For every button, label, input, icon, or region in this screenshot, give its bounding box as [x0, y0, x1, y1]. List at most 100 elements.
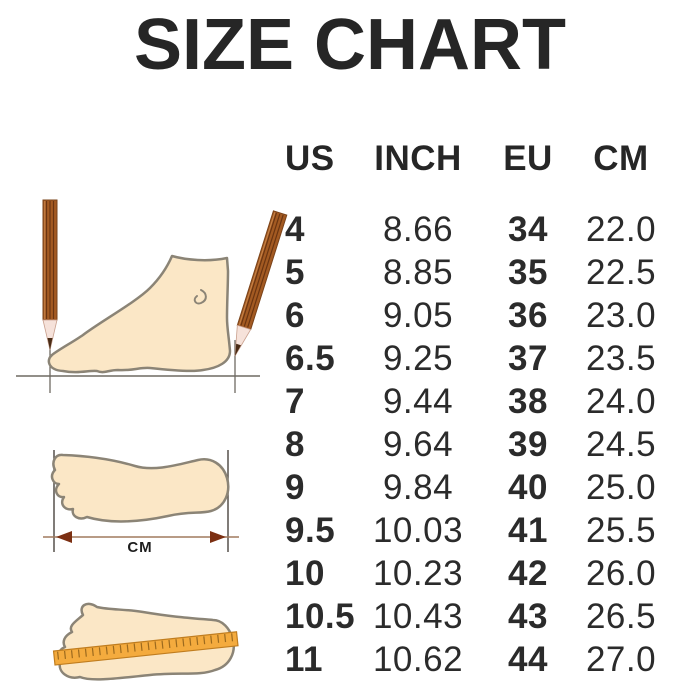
pencil-highlight: [238, 212, 276, 326]
ruler-tick: [112, 645, 115, 654]
ankle-mark: [193, 289, 207, 305]
pencil-left-icon: [42, 199, 58, 351]
ruler-tick: [105, 646, 108, 655]
eu-size-cell: 44: [508, 639, 548, 679]
ruler-tick: [196, 636, 199, 646]
inch-size-cell: 10.43: [372, 596, 464, 636]
inch-size-cell: 8.66: [382, 209, 454, 249]
ruler-tick: [154, 641, 157, 650]
foot-side-icon: [47, 254, 232, 374]
cm-arrow-icon: [43, 531, 239, 543]
cm-size-cell: 23.5: [585, 338, 657, 378]
ruler-tick: [217, 634, 220, 643]
footprint-ruler-illustration: [52, 602, 239, 681]
ruler-tick: [77, 649, 80, 658]
table-row: 8 9.64 39 24.5: [283, 423, 671, 466]
inch-size-cell: 10.62: [372, 639, 464, 679]
table-row: 7 9.44 38 24.0: [283, 380, 671, 423]
ruler-tick: [231, 633, 234, 642]
eu-size-cell: 40: [508, 467, 548, 507]
us-size-cell: 9: [285, 467, 305, 507]
ruler-tick: [91, 647, 94, 657]
column-header-cm: CM: [593, 139, 649, 178]
pencil-lead: [47, 338, 53, 350]
eu-size-cell: 39: [508, 424, 548, 464]
eu-size-cell: 43: [508, 596, 548, 636]
footprint-icon: [50, 453, 230, 523]
ruler-ticks: [57, 633, 234, 660]
column-header-us: US: [285, 139, 335, 178]
inch-size-cell: 9.64: [382, 424, 454, 464]
column-header-inch: INCH: [374, 139, 462, 178]
size-table-body: 4 8.66 34 22.0 5 8.85 35 22.5 6 9.05 36 23.0 6.5 9.25…: [283, 208, 671, 681]
column-header-eu: EU: [503, 139, 553, 178]
table-row: 6.5 9.25 37 23.5: [283, 337, 671, 380]
table-row: 5 8.85 35 22.5: [283, 251, 671, 294]
ruler-tick: [161, 640, 164, 649]
ruler-band: [52, 631, 239, 666]
cm-size-cell: 25.5: [585, 510, 657, 550]
pencil-wood-tip: [234, 324, 252, 357]
ruler-tick: [133, 643, 136, 652]
cm-size-cell: 22.0: [585, 209, 657, 249]
ruler-tick: [98, 647, 101, 656]
foot-measure-illustration: [16, 199, 288, 393]
ruler-tick: [168, 639, 171, 648]
cm-size-cell: 22.5: [585, 252, 657, 292]
us-size-cell: 8: [285, 424, 305, 464]
eu-size-cell: 35: [508, 252, 548, 292]
size-table-header: US INCH EU CM: [283, 139, 671, 179]
ruler-tick: [84, 648, 87, 657]
cm-size-cell: 25.0: [585, 467, 657, 507]
us-size-cell: 6.5: [285, 338, 336, 378]
inch-size-cell: 9.84: [382, 467, 454, 507]
footprint-cm-illustration: [43, 450, 239, 552]
cm-size-cell: 24.0: [585, 381, 657, 421]
cm-arrow-label: CM: [127, 539, 153, 556]
ruler-tick: [203, 636, 206, 645]
pencil-stripe: [243, 213, 281, 327]
inch-size-cell: 9.05: [382, 295, 454, 335]
ruler-tick: [210, 635, 213, 644]
inch-size-cell: 8.85: [382, 252, 454, 292]
pencil-wood-tip: [42, 319, 58, 351]
pencil-stripe: [247, 214, 284, 328]
ruler-tick: [70, 650, 73, 659]
pencil-stripe: [240, 212, 278, 326]
eu-size-cell: 41: [508, 510, 548, 550]
table-row: 9 9.84 40 25.0: [283, 466, 671, 509]
cm-size-cell: 24.5: [585, 424, 657, 464]
table-row: 4 8.66 34 22.0: [283, 208, 671, 251]
page-title: SIZE CHART: [134, 5, 566, 85]
table-row: 10.5 10.43 43 26.5: [283, 595, 671, 638]
eu-size-cell: 42: [508, 553, 548, 593]
us-size-cell: 4: [285, 209, 305, 249]
us-size-cell: 10.5: [285, 596, 356, 636]
us-size-cell: 10: [285, 553, 325, 593]
cm-size-cell: 26.5: [585, 596, 657, 636]
table-row: 11 10.62 44 27.0: [283, 638, 671, 681]
inch-size-cell: 9.44: [382, 381, 454, 421]
eu-size-cell: 36: [508, 295, 548, 335]
ruler-tick: [189, 637, 192, 646]
pencil-right-icon: [234, 210, 288, 357]
arrow-head-left: [56, 531, 72, 543]
pencil-lead: [235, 343, 241, 356]
arrow-head-right: [210, 531, 226, 543]
us-size-cell: 7: [285, 381, 305, 421]
ruler-tick: [119, 645, 122, 654]
ruler-tick: [175, 639, 178, 648]
ruler-tick: [147, 642, 150, 651]
table-row: 6 9.05 36 23.0: [283, 294, 671, 337]
us-size-cell: 5: [285, 252, 305, 292]
cm-size-cell: 26.0: [585, 553, 657, 593]
us-size-cell: 6: [285, 295, 305, 335]
eu-size-cell: 38: [508, 381, 548, 421]
table-row: 9.5 10.03 41 25.5: [283, 509, 671, 552]
ruler-tick: [224, 634, 227, 643]
inch-size-cell: 9.25: [382, 338, 454, 378]
cm-size-cell: 27.0: [585, 639, 657, 679]
table-row: 10 10.23 42 26.0: [283, 552, 671, 595]
us-size-cell: 9.5: [285, 510, 336, 550]
cm-size-cell: 23.0: [585, 295, 657, 335]
